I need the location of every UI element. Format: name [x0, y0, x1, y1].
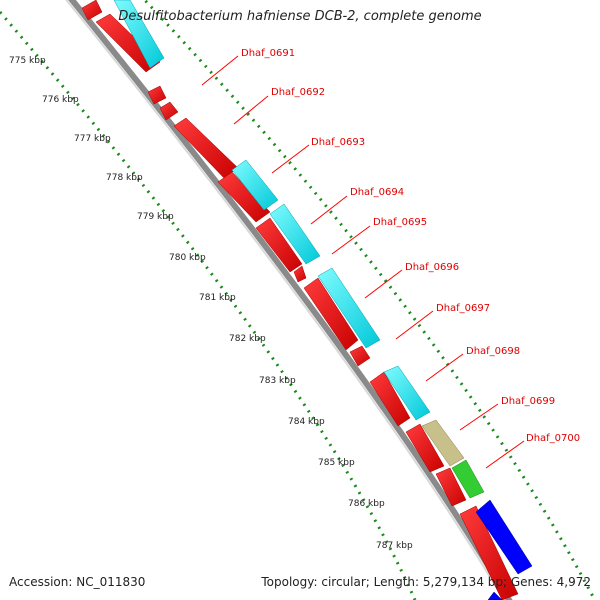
- accession-text: Accession: NC_011830: [9, 575, 146, 589]
- ruler-tick-label: 783 kbp: [259, 376, 296, 386]
- ruler-tick-label: 779 kbp: [137, 212, 174, 222]
- ruler-inner-arc: [0, 11, 417, 600]
- ruler-tick-label: 785 kbp: [318, 458, 355, 468]
- ruler-tick-label: 780 kbp: [169, 253, 206, 263]
- genome-summary-text: Topology: circular; Length: 5,279,134 bp…: [261, 575, 591, 589]
- gene-label[interactable]: Dhaf_0694: [350, 187, 404, 198]
- gene-label[interactable]: Dhaf_0697: [436, 303, 490, 314]
- ruler-tick-label: 781 kbp: [199, 293, 236, 303]
- cds-feature-red[interactable]: [303, 277, 359, 351]
- label-line: [201, 55, 239, 86]
- cds-feature-cyan[interactable]: [231, 159, 279, 211]
- reverse-strand-features: [81, 0, 519, 600]
- ruler-tick-label: 778 kbp: [106, 173, 143, 183]
- cds-feature-red[interactable]: [81, 0, 103, 21]
- cds-feature-cyan[interactable]: [269, 203, 321, 265]
- gene-label[interactable]: Dhaf_0696: [405, 262, 459, 273]
- ruler-tick-label: 782 kbp: [229, 334, 266, 344]
- gene-labels: Dhaf_0691 Dhaf_0692 Dhaf_0693 Dhaf_0694 …: [241, 48, 580, 444]
- cds-feature-red[interactable]: [349, 345, 371, 367]
- gene-label[interactable]: Dhaf_0691: [241, 48, 295, 59]
- label-line: [271, 144, 310, 174]
- gene-label[interactable]: Dhaf_0699: [501, 396, 555, 407]
- gene-label-lines: [201, 55, 525, 469]
- map-title: Desulfitobacterium hafniense DCB-2, comp…: [118, 9, 482, 24]
- cds-feature-red[interactable]: [459, 505, 519, 600]
- ruler-tick-label: 777 kbp: [74, 134, 111, 144]
- cds-feature-cyan[interactable]: [383, 365, 431, 421]
- cds-feature-red[interactable]: [95, 13, 161, 73]
- cds-feature-red[interactable]: [255, 217, 303, 273]
- label-line: [331, 225, 371, 255]
- ruler-tick-label: 775 kbp: [9, 56, 46, 66]
- ruler-tick-label: 776 kbp: [42, 95, 79, 105]
- label-line: [364, 269, 403, 299]
- cds-feature-red[interactable]: [435, 467, 467, 507]
- ruler-tick-label: 784 kbp: [288, 417, 325, 427]
- forward-strand-features: [113, 0, 533, 600]
- cds-feature-red[interactable]: [293, 265, 307, 283]
- cds-feature-blue[interactable]: [487, 591, 503, 600]
- cds-feature-red[interactable]: [405, 423, 445, 473]
- genome-backbone-highlight: [65, 0, 506, 600]
- gene-label[interactable]: Dhaf_0700: [526, 433, 580, 444]
- label-line: [233, 95, 269, 125]
- cds-feature-red[interactable]: [217, 171, 271, 223]
- label-line: [485, 440, 525, 469]
- ruler-outer-arc: [142, 0, 597, 600]
- gene-label[interactable]: Dhaf_0698: [466, 346, 520, 357]
- gene-label[interactable]: Dhaf_0693: [311, 137, 365, 148]
- cds-feature-blue[interactable]: [475, 499, 533, 575]
- cds-feature-cyan[interactable]: [113, 0, 165, 69]
- ruler-tick-label: 786 kbp: [348, 499, 385, 509]
- label-line: [310, 195, 348, 225]
- cds-feature-olive[interactable]: [421, 419, 465, 467]
- cds-feature-red[interactable]: [369, 371, 411, 427]
- cds-feature-cyan[interactable]: [317, 267, 381, 349]
- gene-label[interactable]: Dhaf_0692: [271, 87, 325, 98]
- ruler-tick-labels: 775 kbp 776 kbp 777 kbp 778 kbp 779 kbp …: [9, 56, 413, 551]
- label-line: [459, 403, 499, 431]
- label-line: [425, 353, 464, 382]
- cds-feature-red[interactable]: [147, 85, 167, 105]
- gene-label[interactable]: Dhaf_0695: [373, 217, 427, 228]
- ruler-tick-label: 787 kbp: [376, 541, 413, 551]
- cds-feature-green[interactable]: [451, 459, 485, 499]
- label-line: [395, 310, 434, 340]
- cds-feature-red[interactable]: [159, 101, 179, 121]
